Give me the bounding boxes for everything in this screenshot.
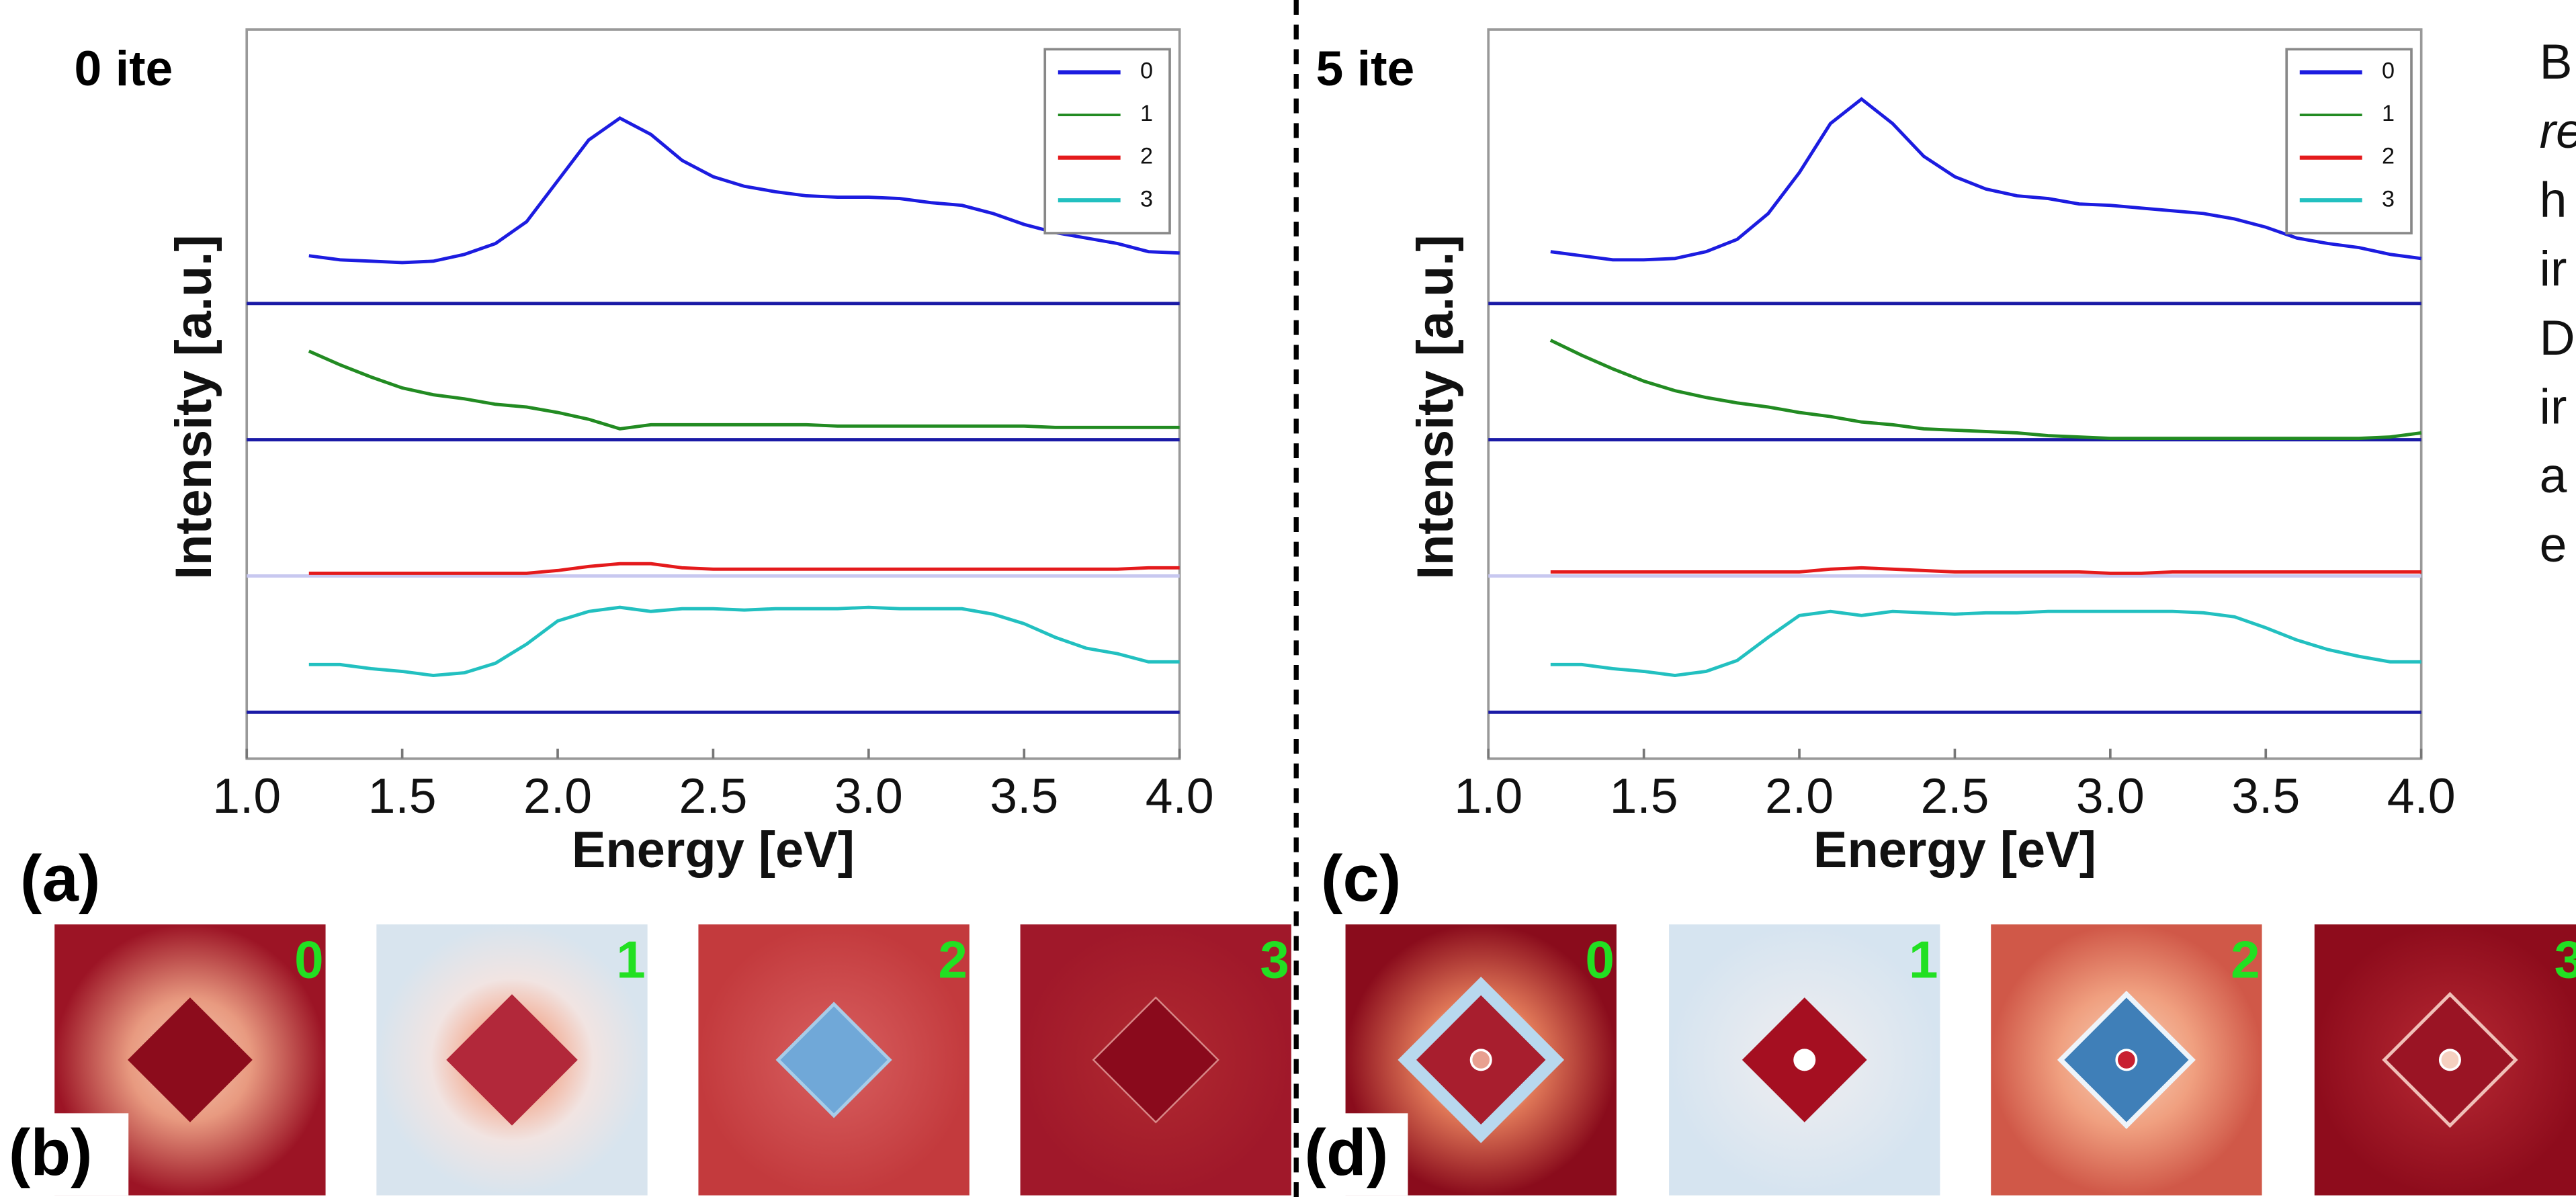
heatmap-feature: [446, 994, 578, 1126]
heatmap-feature: [1469, 1049, 1492, 1071]
series-line: [1550, 97, 2421, 262]
legend-box: [1043, 48, 1171, 234]
heatmap-feature: [2115, 1049, 2138, 1071]
x-axis-label: Energy [eV]: [572, 822, 855, 879]
x-tick-label: 1.0: [1454, 768, 1522, 824]
heatmap-feature: [128, 998, 253, 1122]
x-tick-label: 4.0: [1146, 768, 1214, 824]
panel-label: (b): [9, 1115, 93, 1189]
x-tick-label: 3.5: [990, 768, 1058, 824]
x-tick-label: 4.0: [2387, 768, 2456, 824]
side-text-line: re: [2540, 103, 2576, 159]
series-line: [1550, 566, 2421, 575]
legend-label: 0: [2382, 58, 2395, 84]
x-tick-label: 2.5: [679, 768, 747, 824]
y-axis-label: Intensity [a.u.]: [165, 234, 222, 580]
series-line: [308, 116, 1180, 265]
heatmap-label: 2: [2231, 930, 2260, 989]
heatmap-feature: [2438, 1049, 2461, 1071]
series-line: [308, 349, 1180, 431]
legend-label: 3: [1140, 186, 1153, 212]
chart-title: 5 ite: [1316, 41, 1415, 96]
heatmap-feature: [775, 1002, 892, 1118]
heatmap-tiles: 0 1 2 3 0 1 2 3: [54, 924, 2576, 1196]
x-tick-label: 2.0: [1765, 768, 1834, 824]
x-tick-label: 2.0: [523, 768, 592, 824]
side-text-line: e: [2540, 517, 2567, 572]
chart-title: 0 ite: [75, 41, 173, 96]
panel-label: (d): [1304, 1115, 1388, 1189]
series-line: [1549, 339, 2421, 441]
heatmap-label: 1: [1909, 930, 1938, 989]
x-axis-label: Energy [eV]: [1813, 822, 2096, 879]
label-bg: [1299, 1113, 1408, 1196]
legend-label: 0: [1140, 58, 1153, 84]
legend-label: 1: [2382, 101, 2395, 126]
side-text: B re h ir D ir a e: [2540, 34, 2576, 572]
side-text-line: h: [2540, 172, 2567, 227]
y-axis-label: Intensity [a.u.]: [1407, 234, 1464, 580]
plot-frame: [1487, 28, 2423, 760]
legend-box: [2285, 48, 2413, 234]
heatmap-label: 0: [1585, 930, 1615, 989]
heatmap-label: 0: [294, 930, 324, 989]
series-line: [308, 605, 1180, 678]
series-line: [1550, 609, 2421, 678]
side-text-line: D: [2540, 310, 2575, 365]
panel-label: (c): [1321, 841, 1401, 915]
heatmap-label: 3: [2554, 930, 2576, 989]
plot-frame: [245, 28, 1181, 760]
heatmap-feature: [1092, 996, 1219, 1124]
x-tick-label: 1.5: [368, 768, 437, 824]
chart: 1.0 1.5 2.0 2.5 3.0 3.5 4.0 Energy [eV] Intensit…: [75, 28, 1214, 879]
legend-label: 2: [1140, 144, 1153, 169]
side-text-line: ir: [2540, 241, 2567, 296]
side-text-line: ir: [2540, 379, 2567, 434]
heatmap-label: 2: [938, 930, 968, 989]
heatmap-label: 1: [616, 930, 646, 989]
heatmap-label: 3: [1260, 930, 1289, 989]
x-tick-label: 1.5: [1610, 768, 1678, 824]
chart: 1.0 1.5 2.0 2.5 3.0 3.5 4.0 Energy [eV] Intensit…: [1316, 28, 2456, 879]
legend-label: 3: [2382, 186, 2395, 212]
x-tick-label: 3.0: [834, 768, 903, 824]
side-text-line: B: [2540, 34, 2573, 89]
x-tick-label: 3.0: [2076, 768, 2145, 824]
side-text-line: a: [2540, 448, 2567, 503]
series-line: [308, 562, 1180, 575]
heatmap-feature: [1793, 1049, 1816, 1071]
x-tick-label: 3.5: [2231, 768, 2300, 824]
legend-label: 1: [1140, 101, 1153, 126]
x-tick-label: 1.0: [212, 768, 281, 824]
label-bg: [3, 1113, 129, 1196]
x-tick-label: 2.5: [1920, 768, 1989, 824]
legend-label: 2: [2382, 144, 2395, 169]
panel-label: (a): [20, 841, 101, 915]
